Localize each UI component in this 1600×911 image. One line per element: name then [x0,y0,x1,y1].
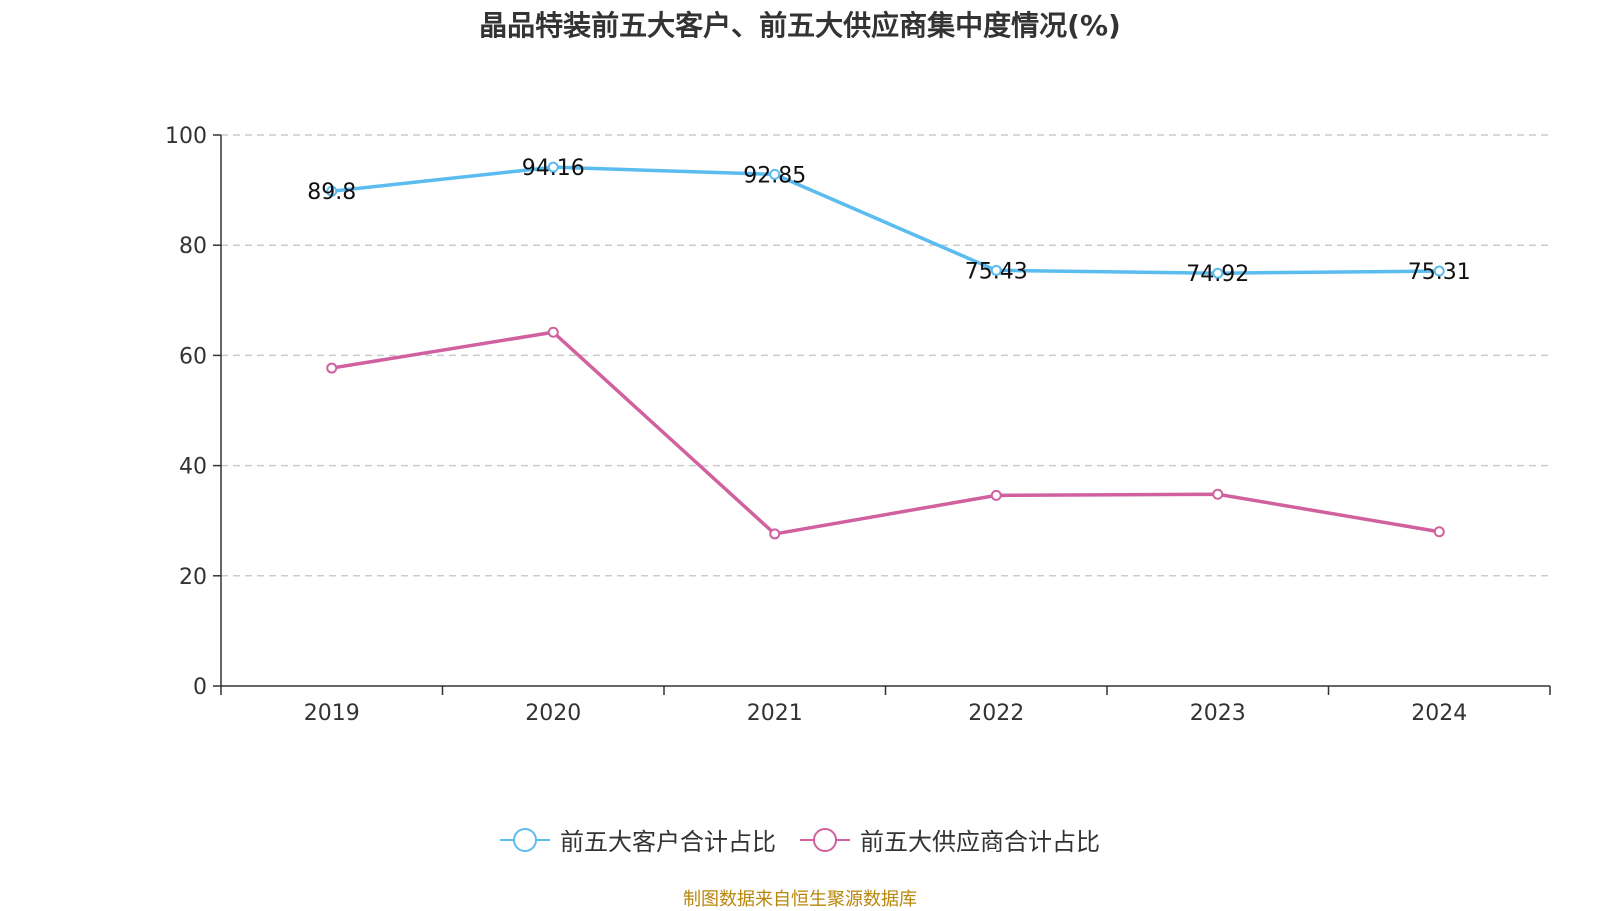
legend-label-customers: 前五大客户合计占比 [560,828,776,856]
chart-legend: 前五大客户合计占比 前五大供应商合计占比 [0,822,1600,857]
legend-item-suppliers[interactable]: 前五大供应商合计占比 [800,822,1100,857]
legend-swatch-customers [500,827,550,853]
legend-item-customers[interactable]: 前五大客户合计占比 [500,822,776,857]
source-note: 制图数据来自恒生聚源数据库 [683,889,917,910]
data-label: 74.92 [1186,262,1249,287]
x-tick-label: 2021 [747,701,803,726]
y-tick-label: 60 [179,344,207,369]
data-point [547,326,559,338]
legend-label-suppliers: 前五大供应商合计占比 [860,828,1100,856]
y-tick-label: 0 [193,675,207,700]
series-line-1 [331,330,1440,536]
data-point [1433,526,1445,538]
data-point [769,528,781,540]
data-label: 92.85 [743,163,806,188]
chart-title: 晶品特装前五大客户、前五大供应商集中度情况(%) [479,9,1121,42]
series-line-0 [331,165,1440,275]
x-tick-label: 2022 [968,701,1024,726]
legend-swatch-suppliers [800,827,850,853]
data-point [990,264,1002,276]
data-point [326,362,338,374]
data-label: 75.43 [965,259,1028,284]
x-tick-label: 2019 [304,701,360,726]
data-point [1433,265,1445,277]
data-point [990,489,1002,501]
data-point [326,185,338,197]
data-label: 75.31 [1408,260,1471,285]
y-tick-label: 80 [179,234,207,259]
data-point [1212,267,1224,279]
x-tick-label: 2024 [1411,701,1467,726]
data-point [769,168,781,180]
x-tick-label: 2023 [1190,701,1246,726]
y-tick-label: 40 [179,455,207,480]
x-tick-label: 2020 [525,701,581,726]
y-tick-label: 20 [179,565,207,590]
data-label: 89.8 [307,180,356,205]
y-tick-label: 100 [165,124,207,149]
data-point [1212,488,1224,500]
data-point [547,161,559,173]
data-label: 94.16 [522,156,585,181]
